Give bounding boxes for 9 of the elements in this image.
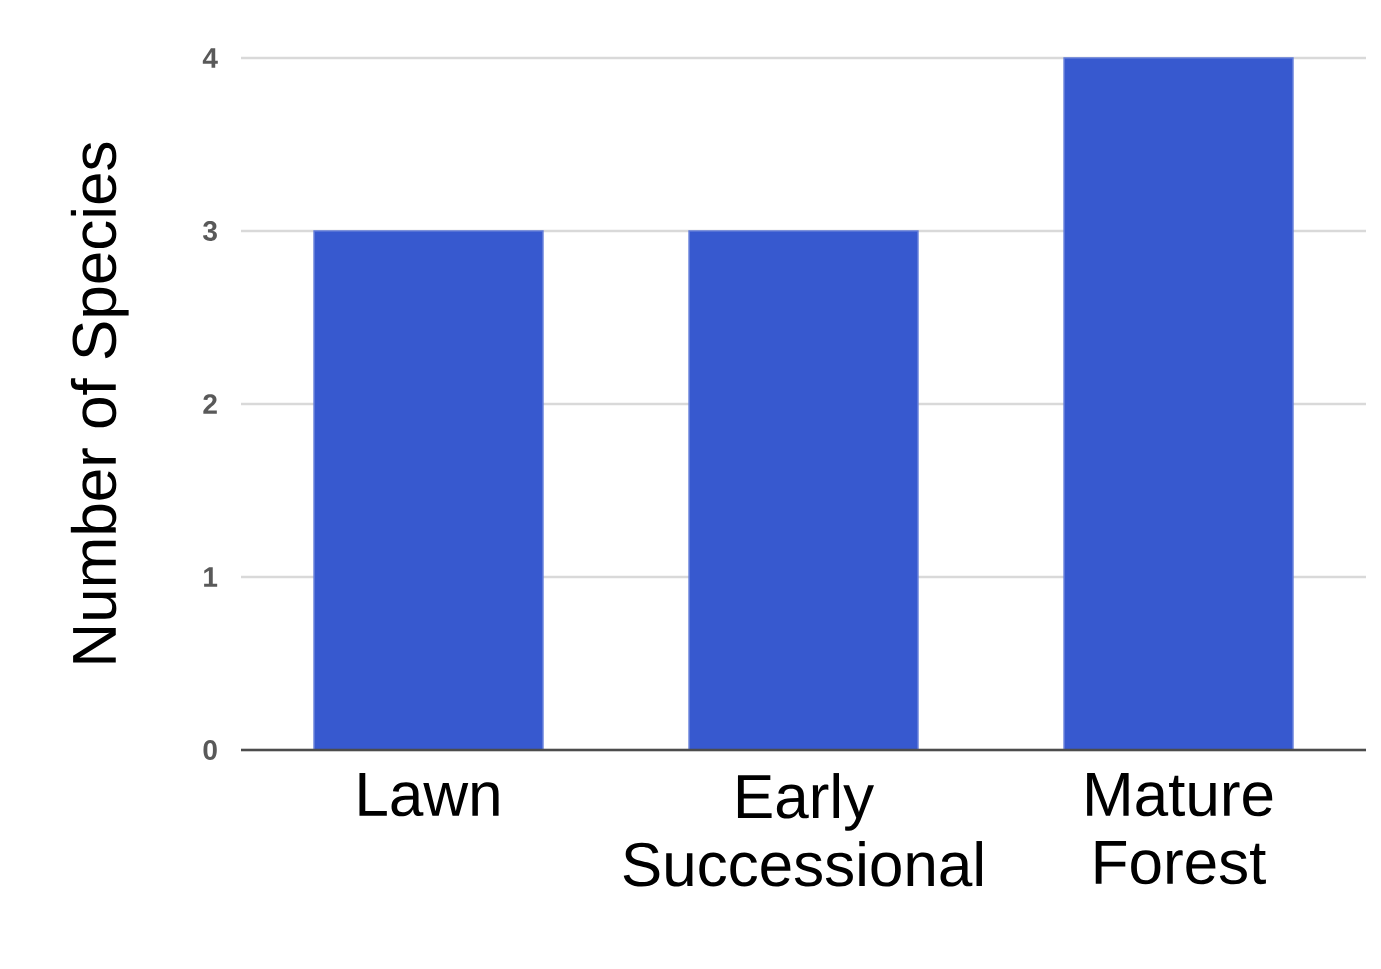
y-tick-label: 2 bbox=[203, 394, 217, 414]
y-tick-label: 3 bbox=[202, 221, 217, 241]
x-tick-label: Early Successional bbox=[623, 773, 982, 887]
y-axis-title: Number of Species bbox=[70, 142, 129, 663]
y-tick-label: 1 bbox=[204, 567, 218, 587]
y-tick-label: 0 bbox=[203, 740, 217, 760]
x-tick-label: Mature Forest bbox=[1087, 773, 1273, 885]
x-tick-label: Lawn bbox=[359, 773, 499, 817]
y-tick-label: 4 bbox=[202, 48, 218, 68]
